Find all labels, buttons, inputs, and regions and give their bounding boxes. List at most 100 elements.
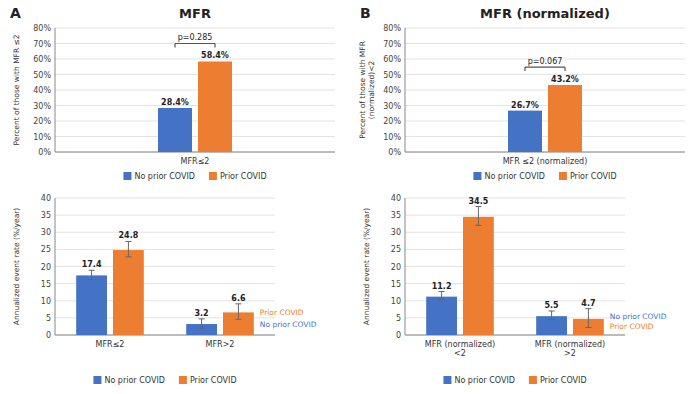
grid-line [405,198,625,199]
data-labels: 28.4%58.4% [161,51,229,107]
bar [508,111,542,152]
data-label: 4.7 [581,299,595,308]
y-tick-label: 40% [33,86,51,95]
y-axis-label: Percent of those with MFR ≤2 [12,34,21,145]
legend-swatch [559,172,567,180]
y-tick-label: 30 [41,228,51,237]
plot-area [508,85,582,152]
y-tick-label: 35 [41,211,51,220]
y-tick-label: 25 [41,245,51,254]
grid-line [405,43,685,44]
label-line: Annualized event rate (%/year) [12,208,21,326]
label-line: Annualized event rate (%/year) [362,208,371,326]
bar [198,61,232,152]
bar [76,275,107,335]
legend-label: Prior COVID [190,376,237,385]
error-cap [199,328,205,329]
y-tick-label: 20% [383,117,401,126]
legend-label: No prior COVID [134,172,194,181]
data-labels: 26.7%43.2% [511,75,579,110]
grid-line [405,28,685,29]
data-label: 34.5 [469,197,489,206]
y-tick-label: 10 [391,297,401,306]
y-tick-label: 20% [33,117,51,126]
y-tick-label: 5 [396,314,401,323]
y-axis [405,28,406,152]
legend-label: No prior COVID [104,376,164,385]
x-tick-label: MFR ≤2 (normalized) [503,157,588,166]
error-line [238,304,239,319]
label-line: >2 [564,349,576,358]
error-cap [235,319,241,320]
grid-line [405,90,685,91]
error-cap [125,256,131,257]
bar [463,217,494,335]
data-label: 43.2% [551,75,579,84]
x-tick-label: MFR (normalized)>2 [535,340,605,358]
y-tick-label: 20 [41,263,51,272]
grid-line [55,215,275,216]
data-label: 17.4 [82,260,102,269]
label-line: <2 [454,349,466,358]
legend-swatch [209,172,217,180]
legend-label: Prior COVID [570,172,617,181]
y-tick-label: 10 [41,297,51,306]
label-line: MFR≤2 [181,157,210,166]
label-line: MFR (normalized) [425,340,495,349]
y-tick-label: 0 [46,331,51,340]
grid-line [55,198,275,199]
legend-label: Prior COVID [220,172,267,181]
y-axis-label: Annualized event rate (%/year) [362,208,371,326]
grid-line [55,232,275,233]
y-tick-label: 5 [46,314,51,323]
error-cap [199,318,205,319]
legend: No prior COVID Prior COVID [93,376,236,385]
y-tick-label: 30 [391,228,401,237]
grid-line [405,215,625,216]
bar [113,250,144,335]
grid-line [405,74,685,75]
legend: No prior COVIDPrior COVID [443,376,586,385]
p-value: p=0.067 [528,57,563,66]
bracket [524,67,525,71]
error-cap [89,279,95,280]
panel-label: A [10,5,21,21]
y-tick-label: 70% [33,40,51,49]
label-line: MFR ≤2 (normalized) [503,157,588,166]
error-line [91,270,92,279]
chart: 0%10%20%30%40%50%60%70%80%Percent of tho… [10,5,335,181]
bracket [175,43,215,44]
label-line: MFR (normalized) [535,340,605,349]
error-bar [125,241,131,256]
x-tick-label: MFR≤2 [181,157,210,166]
y-tick-label: 0% [388,148,401,157]
y-tick-label: 80% [33,24,51,33]
grid-line [55,59,335,60]
data-label: 3.2 [195,309,209,318]
y-axis-label: Annualized event rate (%/year) [12,208,21,326]
y-tick-label: 40 [41,194,51,203]
error-cap [125,241,131,242]
y-tick-label: 40 [391,194,401,203]
chart: 0 5 10 15 20 25 30 35 40 Annualized event rate (%… [12,194,317,385]
y-tick-label: 15 [391,280,401,289]
grid-line [55,28,335,29]
error-bar [89,270,95,279]
data-labels: 17.43.224.86.6 [82,231,246,317]
grid-line [55,74,335,75]
legend-label: No prior COVID [454,376,514,385]
y-tick-label: 20 [391,263,401,272]
y-tick-label: 15 [41,280,51,289]
title: MFR (normalized) [480,6,610,21]
error-line [441,292,442,301]
grid-line [55,43,335,44]
series-label: Prior COVID [610,322,654,331]
plot-area [158,61,232,152]
error-bar [549,311,555,320]
data-label: 6.6 [231,294,246,303]
x-tick-label: MFR (normalized)<2 [425,340,495,358]
error-line [551,311,552,320]
x-axis [55,152,335,153]
grid-line [405,152,685,153]
error-cap [549,319,555,320]
